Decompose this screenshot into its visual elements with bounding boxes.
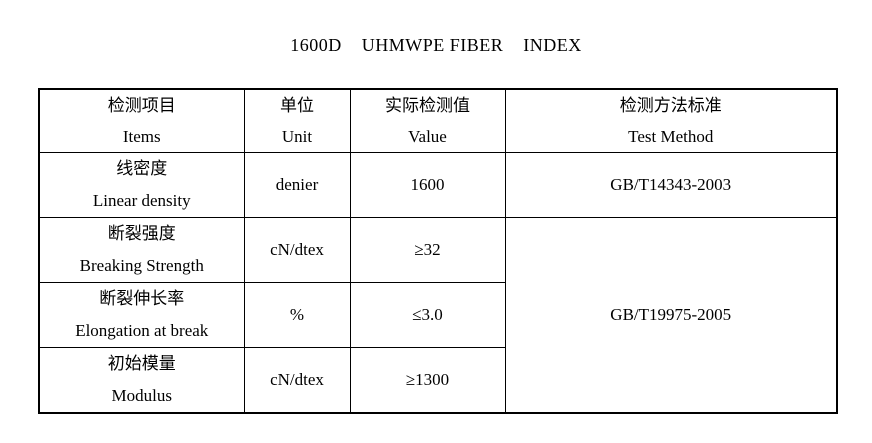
item-label-zh: 初始模量 [107, 354, 176, 373]
col-header-unit: 单位 Unit [243, 88, 351, 153]
value-cell: ≤3.0 [349, 282, 506, 348]
unit-cell: cN/dtex [243, 217, 351, 283]
item-cell-modulus: 初始模量 Modulus [38, 347, 245, 414]
unit-cell: denier [243, 152, 351, 218]
item-label-zh: 断裂伸长率 [99, 289, 185, 308]
col-header-value: 实际检测值 Value [349, 88, 506, 153]
table-row-elongation: 断裂伸长率 Elongation at break % ≤3.0 [38, 282, 837, 348]
item-label-en: Elongation at break [75, 321, 209, 340]
page-title: 1600D UHMWPE FIBER INDEX [290, 35, 582, 55]
col-header-method: 检测方法标准 Test Method [504, 88, 838, 153]
item-cell-breaking-strength: 断裂强度 Breaking Strength [38, 217, 245, 283]
value-cell: ≥1300 [349, 347, 506, 414]
col-header-method-en: Test Method [628, 127, 714, 146]
col-header-items: 检测项目 Items [38, 88, 245, 153]
item-label-en: Linear density [92, 191, 191, 210]
item-label-en: Breaking Strength [79, 256, 204, 275]
col-header-value-zh: 实际检测值 [385, 96, 470, 115]
item-label-zh: 断裂强度 [107, 224, 176, 243]
method-cell: GB/T14343-2003 [504, 152, 838, 218]
table-row-modulus: 初始模量 Modulus cN/dtex ≥1300 [38, 347, 837, 414]
table-row-breaking-strength: 断裂强度 Breaking Strength cN/dtex ≥32 GB/T1… [38, 217, 838, 414]
col-header-unit-zh: 单位 [280, 96, 314, 115]
value-cell: 1600 [349, 152, 506, 218]
table-header-row: 检测项目 Items 单位 Unit 实际检测值 Value 检测方法标准 Te… [38, 88, 838, 153]
col-header-method-zh: 检测方法标准 [619, 96, 722, 115]
unit-cell: cN/dtex [243, 347, 351, 414]
item-cell-elongation: 断裂伸长率 Elongation at break [38, 282, 245, 348]
col-header-value-en: Value [408, 127, 447, 146]
fiber-index-table: 检测项目 Items 单位 Unit 实际检测值 Value 检测方法标准 Te… [38, 88, 838, 414]
item-cell-linear-density: 线密度 Linear density [38, 152, 245, 218]
table-row-linear-density: 线密度 Linear density denier 1600 GB/T14343… [38, 152, 838, 218]
item-label-zh: 线密度 [116, 159, 168, 178]
method-cell-merged: GB/T19975-2005 [504, 217, 838, 414]
value-cell: ≥32 [349, 217, 506, 283]
col-header-items-en: Items [122, 127, 161, 146]
unit-cell: % [243, 282, 351, 348]
item-label-en: Modulus [111, 386, 172, 405]
col-header-unit-en: Unit [281, 127, 313, 146]
col-header-items-zh: 检测项目 [107, 96, 176, 115]
